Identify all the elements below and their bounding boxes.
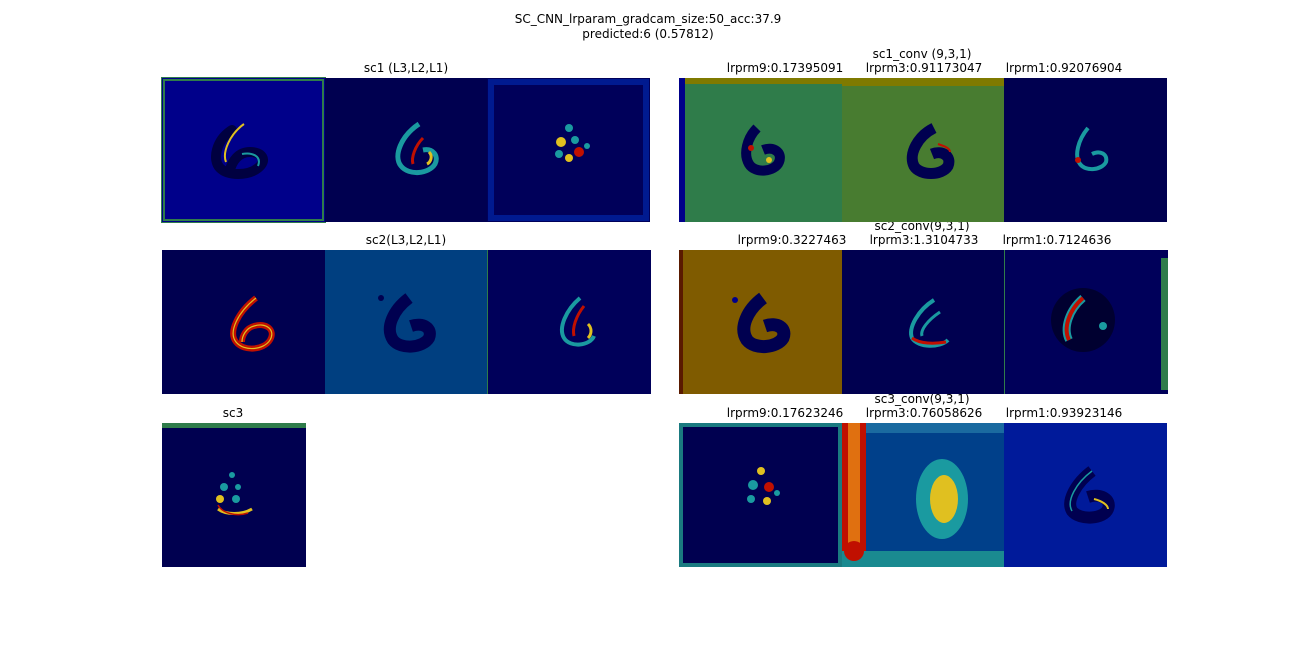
sc3-conv-panel-1	[679, 423, 842, 567]
sc2-conv-panel-1	[679, 250, 842, 394]
sc1-panel-1	[161, 77, 326, 223]
figure-subtitle: predicted:6 (0.57812)	[582, 27, 714, 41]
sc3-conv-label-2: lrprm3:0.76058626	[865, 406, 983, 420]
sc1-conv-panel-3	[1004, 78, 1167, 222]
figure-title: SC_CNN_lrparam_gradcam_size:50_acc:37.9	[514, 12, 782, 26]
sc3-conv-label-1: lrprm9:0.17623246	[726, 406, 844, 420]
sc1-conv-label-2: lrprm3:0.91173047	[865, 61, 983, 75]
sc2-conv-panel-3	[1004, 250, 1168, 394]
sc1-panel-2	[325, 78, 487, 222]
sc2-panel-1	[162, 250, 325, 394]
sc1-conv-label-3: lrprm1:0.92076904	[1005, 61, 1123, 75]
sc3-conv-panel-2	[842, 423, 1004, 567]
sc2-title: sc2(L3,L2,L1)	[365, 233, 447, 247]
sc3-panel-1	[162, 423, 306, 567]
sc1-conv-panel-1	[679, 78, 842, 222]
sc2-panel-2	[325, 250, 487, 394]
sc3-conv-title: sc3_conv(9,3,1)	[874, 392, 970, 406]
sc2-conv-panel-2	[842, 250, 1004, 394]
sc1-title: sc1 (L3,L2,L1)	[363, 61, 449, 75]
sc2-panel-3	[487, 250, 651, 394]
sc3-conv-panel-3	[1004, 423, 1167, 567]
sc1-conv-panel-2	[842, 78, 1004, 222]
sc2-conv-label-1: lrprm9:0.3227463	[737, 233, 847, 247]
sc2-conv-title: sc2_conv(9,3,1)	[874, 219, 970, 233]
sc1-conv-label-1: lrprm9:0.17395091	[726, 61, 844, 75]
sc2-conv-label-2: lrprm3:1.3104733	[869, 233, 979, 247]
sc2-conv-label-3: lrprm1:0.7124636	[1002, 233, 1112, 247]
sc1-panel-3	[487, 78, 650, 222]
sc1-conv-title: sc1_conv (9,3,1)	[872, 47, 972, 61]
sc3-conv-label-3: lrprm1:0.93923146	[1005, 406, 1123, 420]
sc3-title: sc3	[222, 406, 244, 420]
